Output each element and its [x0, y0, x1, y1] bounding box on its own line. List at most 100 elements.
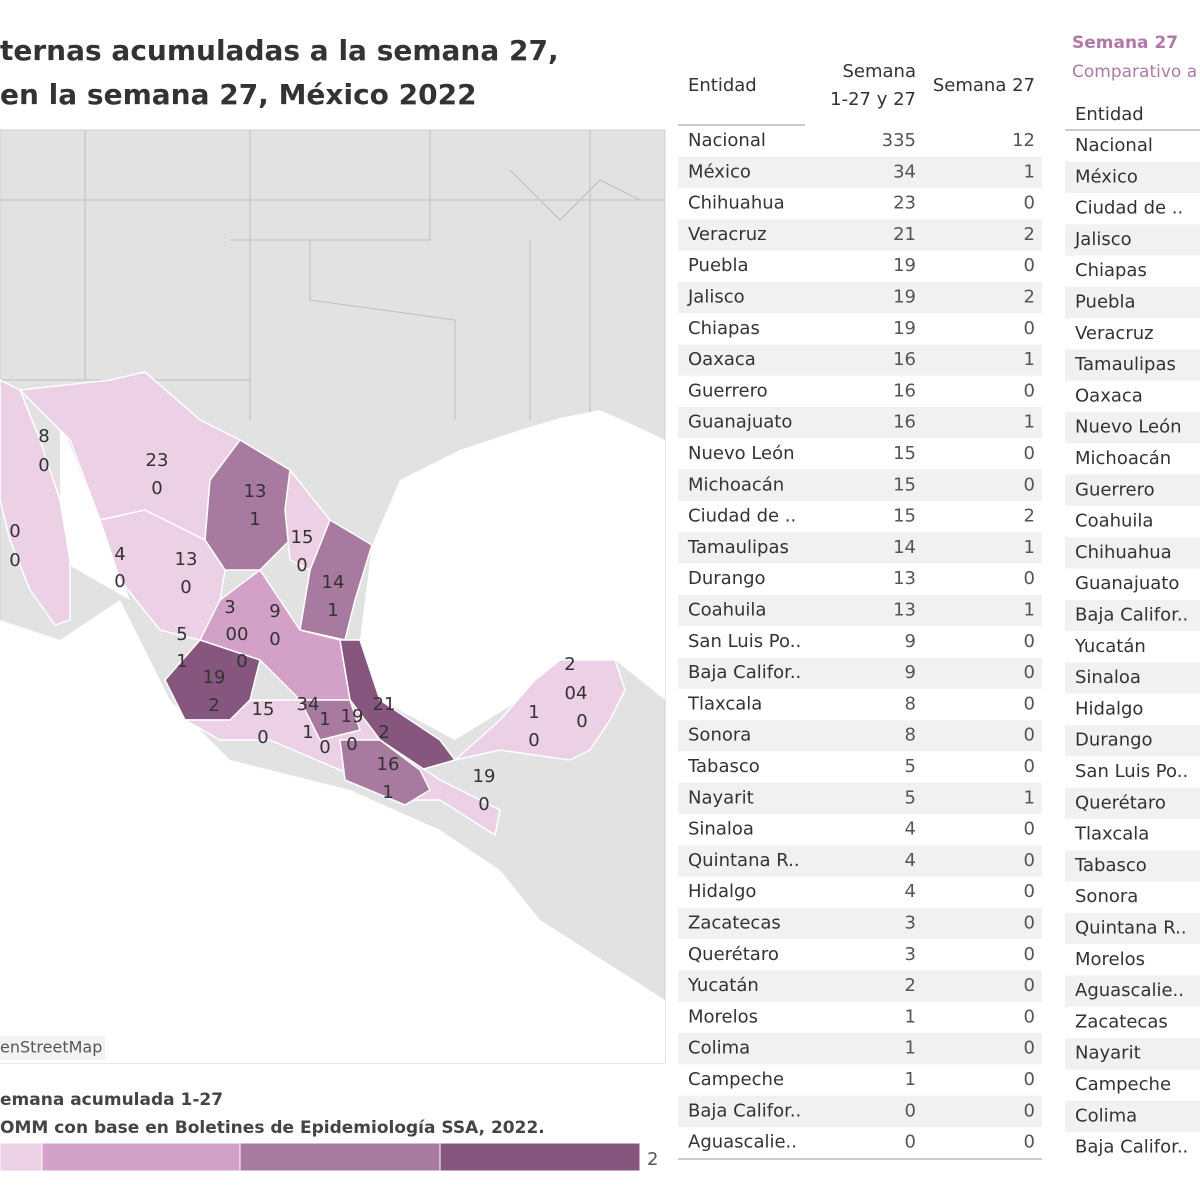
cell: Quintana R.. [688, 850, 800, 871]
cell: Tamaulipas [1074, 354, 1176, 375]
cell: Tlaxcala [1074, 824, 1149, 845]
column-header: Semana 1-27 y 27 [830, 61, 916, 110]
cell: 5 [905, 756, 916, 777]
cell: Campeche [688, 1069, 784, 1090]
cell: 0 [1024, 756, 1035, 777]
cell: 335 [882, 130, 916, 151]
cell: 1 [1024, 412, 1035, 433]
cell: Ciudad de .. [1075, 198, 1183, 219]
cell: 19 [893, 255, 916, 276]
map-label: 0 [528, 730, 539, 751]
cell: 0 [1024, 693, 1035, 714]
cell: Puebla [688, 255, 748, 276]
cell: 15 [893, 443, 916, 464]
cell: 2 [1024, 506, 1035, 527]
map-label: 3 [224, 597, 235, 618]
source-note: OMM con base en Boletines de Epidemiolog… [0, 1118, 545, 1138]
cell: Nuevo León [688, 443, 795, 464]
cell: San Luis Po.. [1075, 761, 1188, 782]
column-header: Entidad [688, 75, 757, 96]
cell: Chiapas [1075, 260, 1147, 281]
map-label: 19 [203, 667, 226, 688]
cell: Nayarit [1075, 1043, 1141, 1064]
cell: Baja Califor.. [1075, 1137, 1188, 1158]
cell: Baja Califor.. [688, 1100, 801, 1121]
title-line: ternas acumuladas a la semana 27, [0, 34, 559, 67]
cell: 13 [893, 568, 916, 589]
cell: Campeche [1075, 1074, 1171, 1095]
cell: 4 [905, 850, 916, 871]
cell: Guanajuato [1075, 573, 1179, 594]
cell: Tamaulipas [687, 537, 789, 558]
cell: Querétaro [688, 944, 779, 965]
row-band [678, 1033, 1042, 1065]
cell: 0 [1024, 1006, 1035, 1027]
cell: Durango [1075, 730, 1153, 751]
cell: Nacional [1075, 135, 1153, 156]
cell: 0 [1024, 443, 1035, 464]
cell: México [1075, 166, 1138, 187]
cell: 4 [905, 881, 916, 902]
cell: Yucatán [687, 975, 759, 996]
map-label: 0 [576, 711, 587, 732]
cell: Colima [688, 1038, 750, 1059]
map-label: 0 [319, 737, 330, 758]
cell: 1 [905, 1006, 916, 1027]
legend-swatch [0, 1142, 43, 1172]
map-label: 0 [257, 727, 268, 748]
row-band [1065, 850, 1200, 882]
cell: Sonora [688, 725, 751, 746]
cell: Morelos [688, 1006, 758, 1027]
row-band [1065, 474, 1200, 506]
row-band [678, 407, 1042, 439]
cell: Nayarit [688, 787, 754, 808]
cell: 0 [905, 1100, 916, 1121]
cell: 1 [1024, 349, 1035, 370]
map-label: 4 [114, 544, 125, 565]
row-band [1065, 725, 1200, 757]
gulf-of-mexico [360, 410, 665, 740]
cell: 0 [1024, 725, 1035, 746]
cell: 2 [1024, 287, 1035, 308]
cell: Jalisco [1074, 229, 1132, 250]
cell: 12 [1012, 130, 1035, 151]
row-band [678, 219, 1042, 251]
map-label: 16 [377, 754, 400, 775]
legend-swatch [41, 1142, 241, 1172]
row-band [1065, 1038, 1200, 1070]
map-label: 1 [319, 709, 330, 730]
row-band [678, 782, 1042, 814]
cell: 2 [905, 975, 916, 996]
map-label: 0 [9, 550, 20, 571]
cell: Veracruz [688, 224, 767, 245]
row-band [678, 156, 1042, 188]
map-label: 9 [269, 601, 280, 622]
cell: 1 [1024, 161, 1035, 182]
cell: 9 [905, 662, 916, 683]
cell: 1 [905, 1038, 916, 1059]
cell: Yucatán [1074, 636, 1146, 657]
row-band [1065, 537, 1200, 569]
map-label: 19 [341, 706, 364, 727]
cell: Zacatecas [688, 913, 781, 934]
cell: Aguascalie.. [688, 1132, 797, 1153]
row-band [1065, 912, 1200, 945]
cell: 16 [893, 380, 916, 401]
map-label: 1 [302, 722, 313, 743]
cell: Chihuahua [1075, 542, 1172, 563]
cell: Veracruz [1075, 323, 1154, 344]
row-band [1065, 224, 1200, 256]
cell: 2 [1024, 224, 1035, 245]
legend-end-label: 2 [647, 1149, 658, 1170]
cell: 0 [1024, 881, 1035, 902]
cell: San Luis Po.. [688, 631, 801, 652]
cell: 1 [1024, 787, 1035, 808]
cell: Chiapas [688, 318, 760, 339]
cell: Sonora [1075, 886, 1138, 907]
column-header: Semana 27 [933, 75, 1035, 96]
cell: 0 [1024, 913, 1035, 934]
map-label: 5 [176, 624, 187, 645]
cell: Sinaloa [1075, 667, 1141, 688]
cell: Guerrero [1075, 479, 1155, 500]
